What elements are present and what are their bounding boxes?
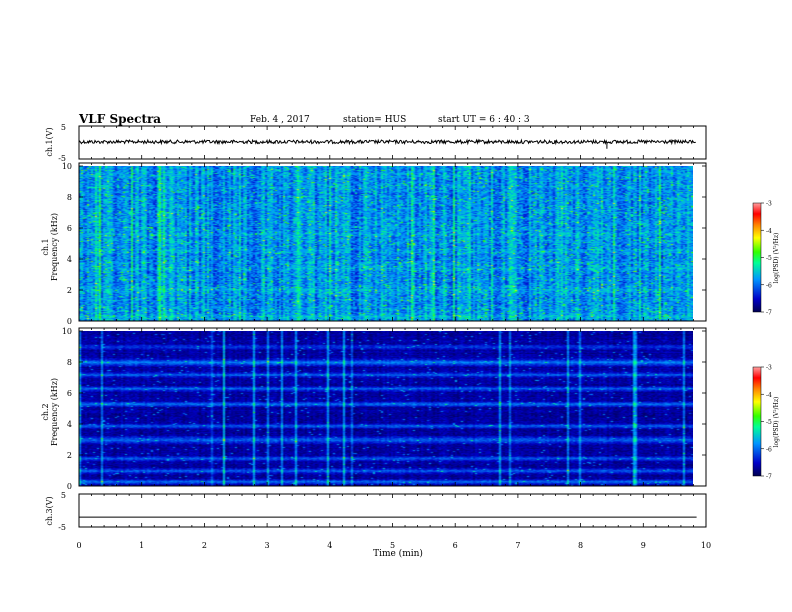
x-tick-label: 5 <box>390 541 395 550</box>
ch3-waveform-panel: 5 -5 ch.3(V) <box>45 491 707 532</box>
figure-title: VLF Spectra <box>78 112 161 126</box>
colorbar-tick-label: -4 <box>766 228 772 235</box>
x-tick-label: 8 <box>578 541 583 550</box>
ch2-spectrogram-yticklabels: 0 2 4 6 8 10 <box>62 327 706 491</box>
ch2-colorbar-label: log(PSD) (V²/Hz) <box>773 397 780 448</box>
y-tick-label: 2 <box>67 451 72 460</box>
ch1-waveform-panel: 5 -5 ch.1(V) <box>45 123 707 163</box>
start-time-label: start UT = 6 : 40 : 3 <box>438 115 530 125</box>
y-tick-label: 8 <box>67 358 72 367</box>
ch1-channel-label: ch.1 <box>41 238 50 255</box>
ch2-spectrogram-image <box>79 331 693 486</box>
colorbar-tick-label: -7 <box>766 474 772 481</box>
ch3-ytick-bottom: -5 <box>58 523 66 532</box>
y-tick-label: 0 <box>67 482 72 491</box>
ch3-ytick-top: 5 <box>61 491 66 500</box>
colorbar-tick-label: -4 <box>766 392 772 399</box>
x-tick-label: 1 <box>139 541 144 550</box>
ch2-frequency-label: Frequency (kHz) <box>50 378 59 446</box>
ch1-frequency-label: Frequency (kHz) <box>50 213 59 281</box>
ch1-waveform-ylabel: ch.1(V) <box>45 127 54 156</box>
ch3-waveform-ylabel: ch.3(V) <box>45 496 54 525</box>
y-tick-label: 2 <box>67 286 72 295</box>
y-tick-label: 0 <box>67 317 72 326</box>
colorbar-tick-label: -7 <box>766 310 772 317</box>
colorbar-tick-label: -3 <box>766 365 772 372</box>
date-label: Feb. 4 , 2017 <box>250 115 310 125</box>
ch3-waveform-ticks <box>78 494 707 527</box>
ch1-ytick-top: 5 <box>61 123 66 132</box>
ch1-waveform-ticks <box>78 126 707 159</box>
x-tick-label: 9 <box>641 541 646 550</box>
ch1-ytick-bottom: -5 <box>58 154 66 163</box>
x-tick-label: 6 <box>453 541 458 550</box>
ch2-spectrogram-ticks <box>78 328 707 486</box>
x-tick-labels: 0 1 2 3 4 5 6 7 8 9 10 <box>76 541 711 550</box>
y-tick-label: 4 <box>67 255 72 264</box>
colorbar-tick-label: -3 <box>766 201 772 208</box>
x-tick-label: 2 <box>202 541 207 550</box>
ch2-channel-label: ch.2 <box>41 403 50 420</box>
colorbar-tick-label: -5 <box>766 255 772 262</box>
y-tick-label: 6 <box>67 389 72 398</box>
x-tick-label: 4 <box>327 541 332 550</box>
y-tick-label: 4 <box>67 420 72 429</box>
ch1-colorbar-ticks: -3 -4 -5 -6 -7 <box>761 201 772 317</box>
ch1-colorbar-label: log(PSD) (V²/Hz) <box>773 233 780 284</box>
ch1-waveform-trace <box>78 138 696 149</box>
ch1-spectrogram-ticks <box>78 163 707 321</box>
y-tick-label: 10 <box>62 327 72 336</box>
colorbar-tick-label: -5 <box>766 419 772 426</box>
station-label: station= HUS <box>343 115 406 125</box>
colorbar-tick-label: -6 <box>766 282 772 289</box>
y-tick-label: 8 <box>67 193 72 202</box>
colorbar-tick-label: -6 <box>766 446 772 453</box>
ch1-spectrogram-yticklabels: 0 2 4 6 8 10 <box>62 162 706 326</box>
ch1-spectrogram-panel: 0 2 4 6 8 10 ch.1 Frequency (kHz) <box>41 162 707 326</box>
ch2-colorbar-ticks: -3 -4 -5 -6 -7 <box>761 365 772 481</box>
y-tick-label: 10 <box>62 162 72 171</box>
x-tick-label: 0 <box>76 541 81 550</box>
ch1-spectrogram-image <box>79 166 693 321</box>
ch2-colorbar: -3 -4 -5 -6 -7 log(PSD) (V²/Hz) <box>752 365 780 481</box>
x-tick-label: 7 <box>515 541 520 550</box>
x-axis-label: Time (min) <box>373 548 423 559</box>
ch2-spectrogram-panel: 0 2 4 6 8 10 ch.2 Frequency (kHz) <box>41 327 707 491</box>
x-tick-label: 3 <box>265 541 270 550</box>
y-tick-label: 6 <box>67 224 72 233</box>
x-tick-label: 10 <box>701 541 711 550</box>
ch1-colorbar: -3 -4 -5 -6 -7 log(PSD) (V²/Hz) <box>752 201 780 317</box>
